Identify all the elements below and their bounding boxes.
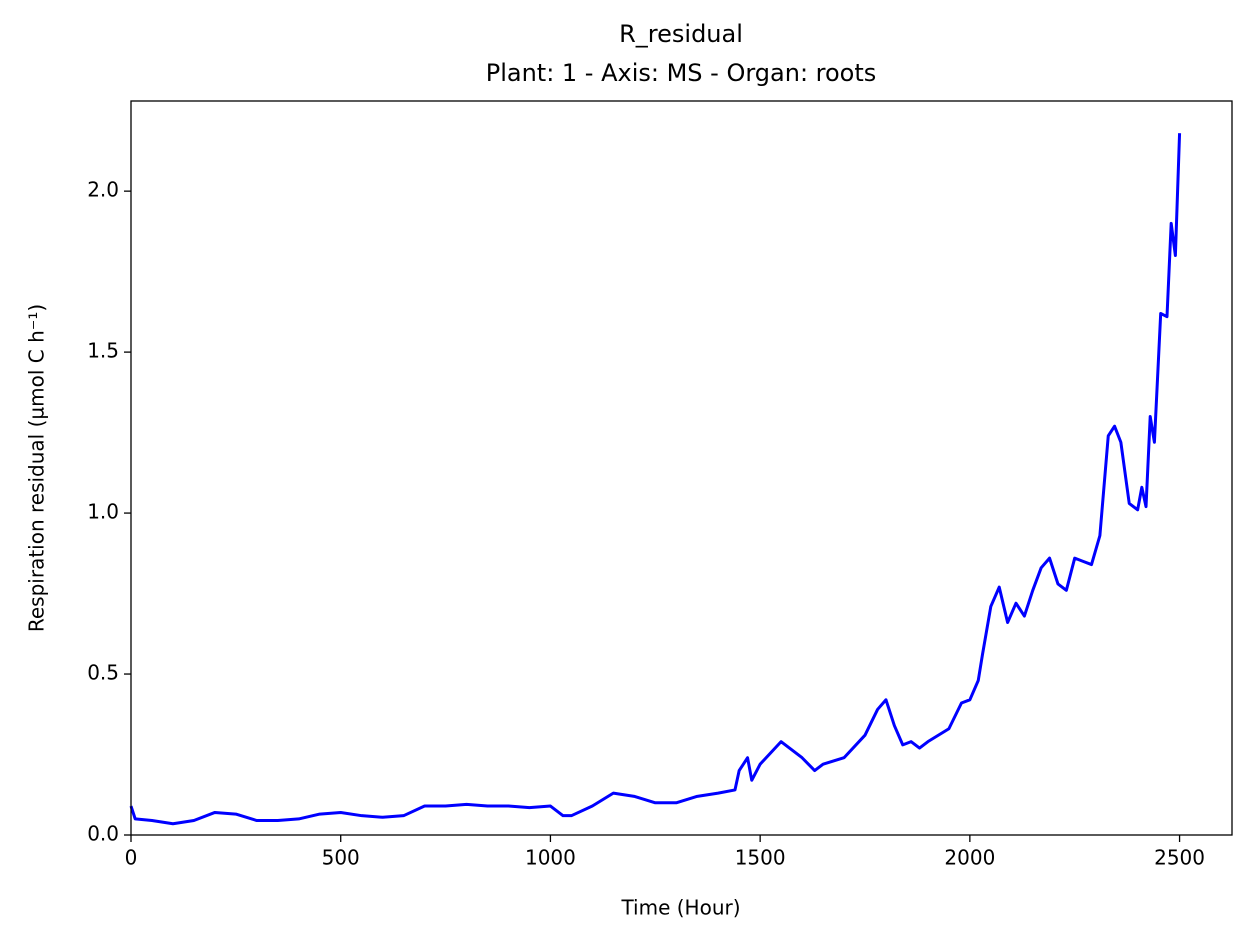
x-tick-label: 0 [125, 846, 138, 870]
plot-frame [130, 100, 1233, 836]
chart-subtitle: Plant: 1 - Axis: MS - Organ: roots [486, 59, 877, 87]
x-axis-label: Time (Hour) [620, 896, 740, 920]
y-tick-label: 0.0 [87, 822, 119, 846]
x-tick-label: 500 [322, 846, 360, 870]
y-tick-label: 1.0 [87, 500, 119, 524]
x-tick-label: 2500 [1154, 846, 1205, 870]
x-tick-label: 2000 [944, 846, 995, 870]
y-tick-label: 1.5 [87, 339, 119, 363]
chart-title: R_residual [619, 20, 743, 48]
y-tick-label: 2.0 [87, 178, 119, 202]
x-tick-label: 1000 [525, 846, 576, 870]
data-line [129, 133, 1182, 826]
y-axis-label: Respiration residual (µmol C h⁻¹) [25, 304, 49, 632]
x-tick-label: 1500 [735, 846, 786, 870]
y-tick-label: 0.5 [87, 661, 119, 685]
